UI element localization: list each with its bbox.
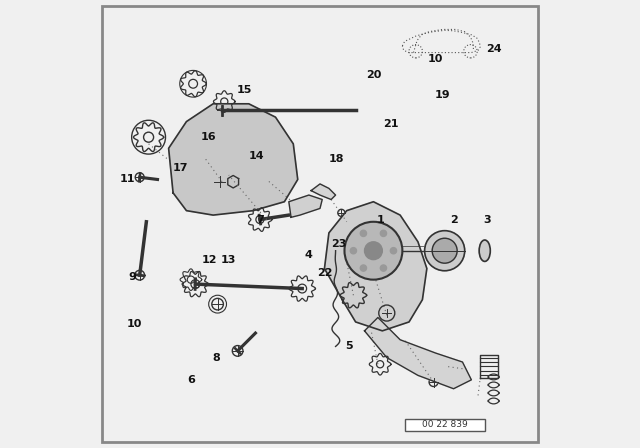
Circle shape xyxy=(360,230,367,237)
Text: 3: 3 xyxy=(483,215,491,224)
Text: 9: 9 xyxy=(128,272,136,282)
Text: 2: 2 xyxy=(450,215,458,224)
Text: 19: 19 xyxy=(435,90,451,100)
Text: 15: 15 xyxy=(237,86,252,95)
Text: 10: 10 xyxy=(428,54,444,64)
Circle shape xyxy=(380,265,387,271)
Circle shape xyxy=(344,222,403,280)
Text: 13: 13 xyxy=(221,254,236,265)
Circle shape xyxy=(432,238,457,263)
Text: 14: 14 xyxy=(249,151,264,161)
Text: 17: 17 xyxy=(172,164,188,173)
Text: 20: 20 xyxy=(365,70,381,80)
Circle shape xyxy=(390,248,397,254)
Text: 5: 5 xyxy=(345,341,353,351)
Text: 00 22 839: 00 22 839 xyxy=(422,420,468,429)
Circle shape xyxy=(360,265,367,271)
Text: 10: 10 xyxy=(127,319,142,329)
Text: 11: 11 xyxy=(120,174,136,185)
Polygon shape xyxy=(324,202,427,331)
Circle shape xyxy=(380,230,387,237)
Text: 8: 8 xyxy=(213,353,221,362)
Text: 24: 24 xyxy=(486,44,502,55)
Text: 7: 7 xyxy=(256,215,264,224)
Text: 18: 18 xyxy=(329,155,345,164)
Polygon shape xyxy=(168,104,298,215)
Text: 1: 1 xyxy=(376,215,384,224)
Polygon shape xyxy=(311,184,335,199)
Circle shape xyxy=(350,248,356,254)
Text: 4: 4 xyxy=(305,250,313,260)
Text: 22: 22 xyxy=(317,268,332,278)
Text: 16: 16 xyxy=(201,132,216,142)
Bar xyxy=(404,418,484,431)
Ellipse shape xyxy=(479,240,490,261)
Circle shape xyxy=(424,231,465,271)
Circle shape xyxy=(365,242,382,260)
Text: 23: 23 xyxy=(332,239,347,249)
Text: 12: 12 xyxy=(202,254,218,265)
Polygon shape xyxy=(289,195,322,217)
Polygon shape xyxy=(365,318,472,389)
Text: 6: 6 xyxy=(187,375,195,385)
Text: 21: 21 xyxy=(383,119,399,129)
